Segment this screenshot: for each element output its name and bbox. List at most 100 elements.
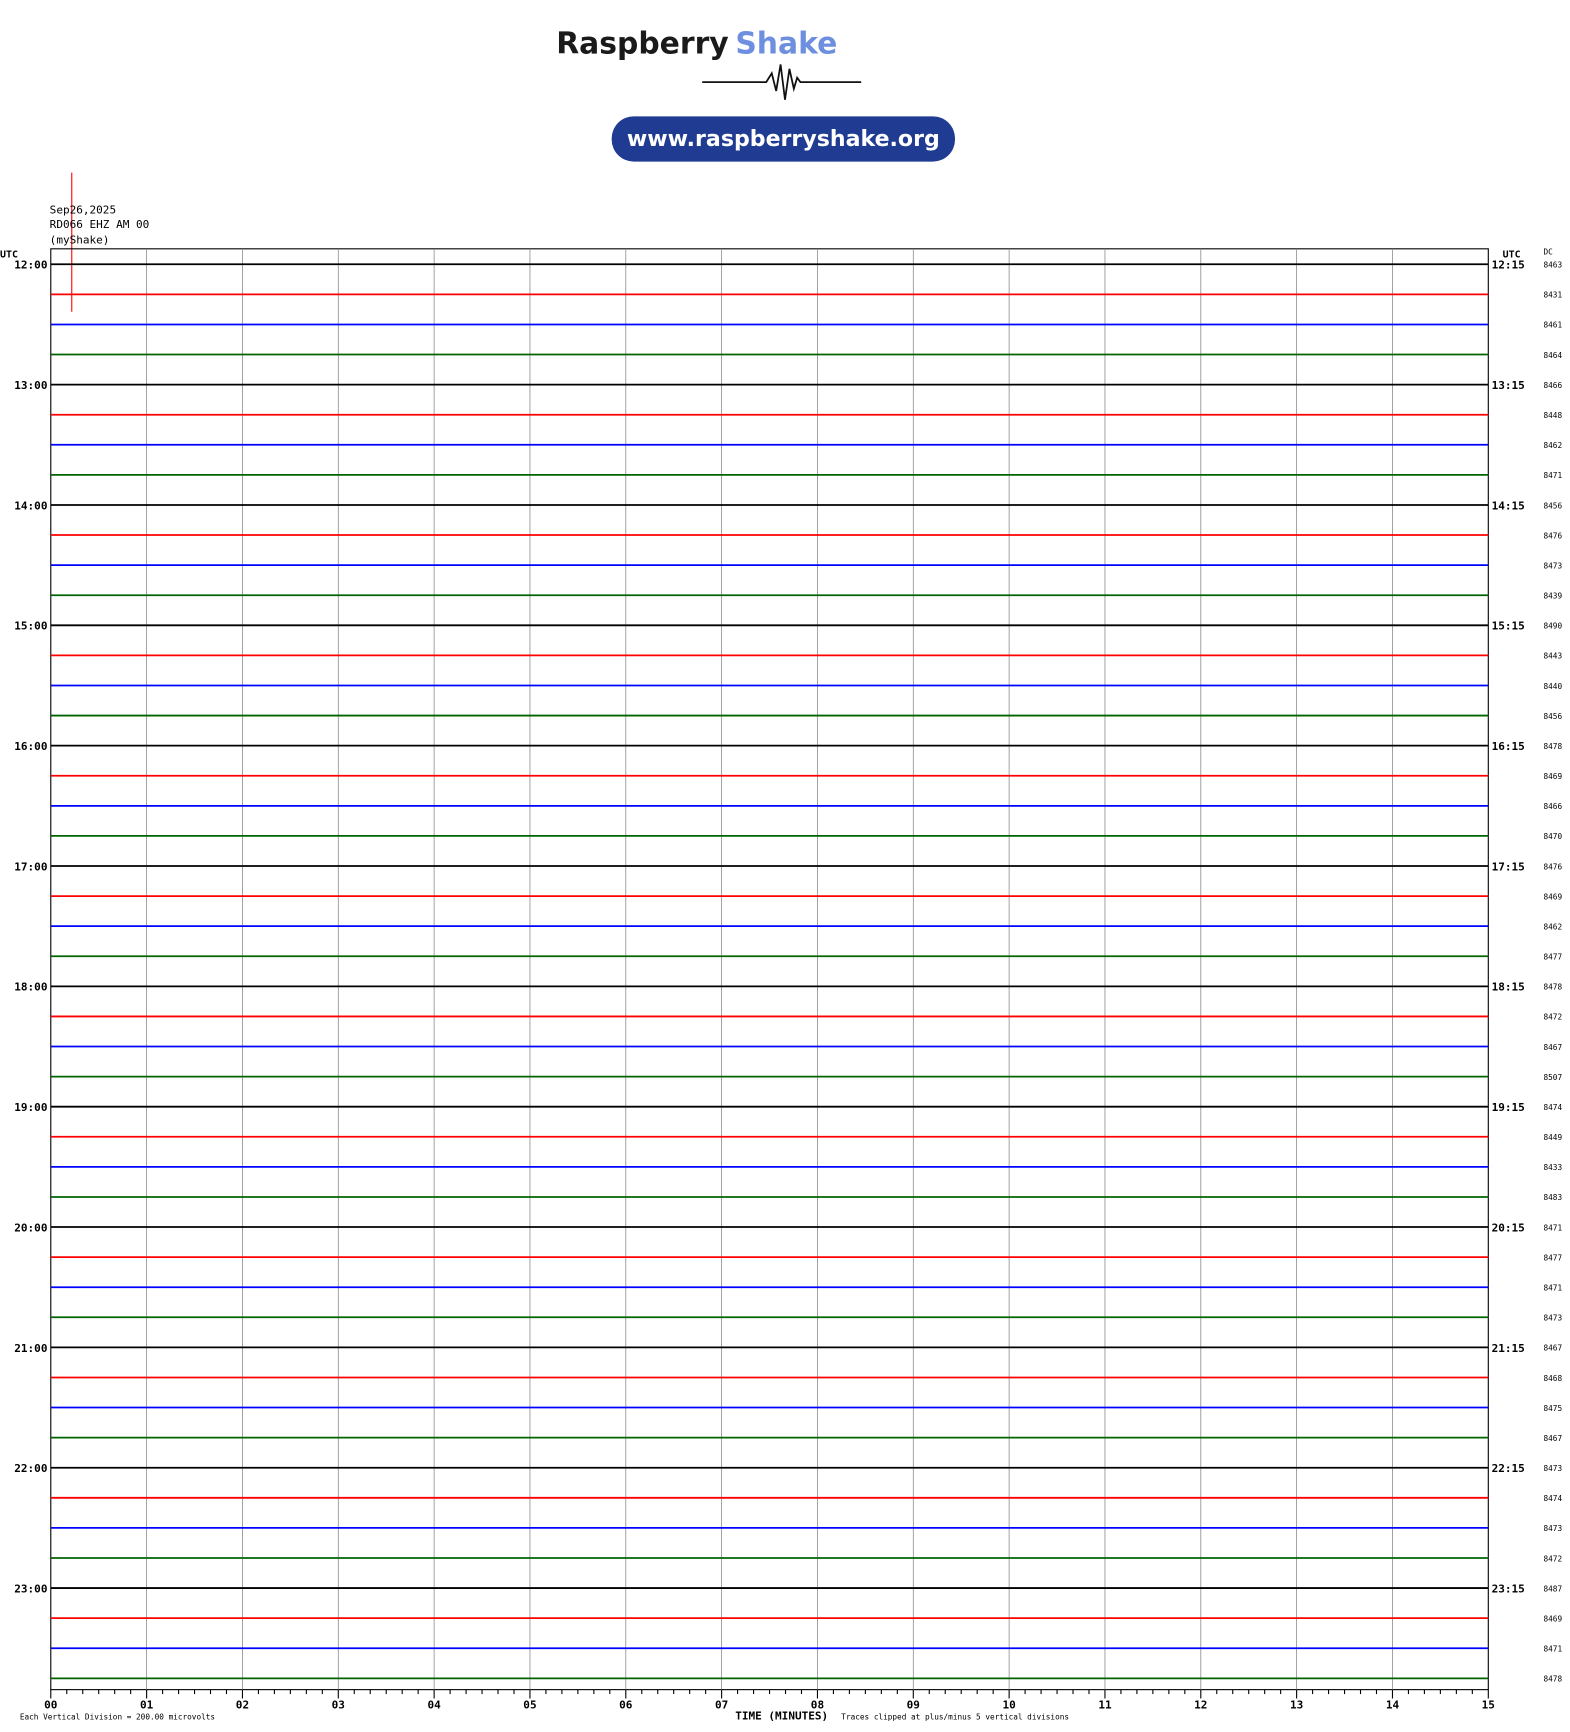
dc-value: 8490 bbox=[1544, 622, 1563, 631]
dc-title: DC bbox=[1544, 247, 1554, 256]
dc-value: 8433 bbox=[1544, 1163, 1563, 1172]
dc-value: 8469 bbox=[1544, 892, 1563, 901]
dc-value: 8440 bbox=[1544, 682, 1563, 691]
hour-label-right: 16:15 bbox=[1492, 740, 1525, 753]
footnote-left: Each Vertical Division = 200.00 microvol… bbox=[20, 1712, 215, 1721]
x-tick-label: 11 bbox=[1098, 1698, 1112, 1711]
dc-value: 8456 bbox=[1544, 712, 1563, 721]
x-tick-label: 07 bbox=[715, 1698, 728, 1711]
x-tick-label: 09 bbox=[907, 1698, 920, 1711]
dc-value: 8471 bbox=[1544, 1223, 1563, 1232]
hour-label-left: 14:00 bbox=[14, 499, 47, 512]
hour-label-right: 14:15 bbox=[1492, 499, 1525, 512]
hour-label-left: 15:00 bbox=[14, 620, 47, 633]
station-date: Sep26,2025 bbox=[50, 203, 116, 216]
dc-value: 8477 bbox=[1544, 953, 1563, 962]
hour-label-left: 20:00 bbox=[14, 1221, 47, 1234]
dc-value: 8472 bbox=[1544, 1554, 1563, 1563]
hour-label-left: 19:00 bbox=[14, 1101, 47, 1114]
dc-value: 8462 bbox=[1544, 441, 1563, 450]
dc-value: 8474 bbox=[1544, 1494, 1563, 1503]
utc-right: UTC bbox=[1503, 250, 1521, 261]
dc-value: 8476 bbox=[1544, 531, 1563, 540]
hour-label-right: 15:15 bbox=[1492, 620, 1525, 633]
footnote-right: Traces clipped at plus/minus 5 vertical … bbox=[841, 1712, 1069, 1721]
dc-value: 8448 bbox=[1544, 411, 1563, 420]
dc-value: 8456 bbox=[1544, 501, 1563, 510]
dc-value: 8478 bbox=[1544, 983, 1563, 992]
dc-value: 8439 bbox=[1544, 592, 1563, 601]
dc-value: 8466 bbox=[1544, 381, 1563, 390]
dc-value: 8467 bbox=[1544, 1043, 1563, 1052]
hour-label-left: 22:00 bbox=[14, 1462, 47, 1475]
x-tick-label: 04 bbox=[427, 1698, 441, 1711]
x-tick-label: 15 bbox=[1482, 1698, 1495, 1711]
hour-label-right: 21:15 bbox=[1492, 1342, 1525, 1355]
hour-label-right: 23:15 bbox=[1492, 1582, 1525, 1595]
utc-left: UTC bbox=[0, 250, 18, 261]
dc-value: 8473 bbox=[1544, 1464, 1563, 1473]
dc-value: 8466 bbox=[1544, 802, 1563, 811]
hour-label-left: 13:00 bbox=[14, 379, 47, 392]
hour-label-left: 23:00 bbox=[14, 1582, 47, 1595]
logo-wave bbox=[702, 64, 862, 100]
dc-value: 8478 bbox=[1544, 742, 1563, 751]
dc-value: 8507 bbox=[1544, 1073, 1563, 1082]
dc-value: 8443 bbox=[1544, 652, 1563, 661]
hour-label-left: 12:00 bbox=[14, 259, 47, 272]
hour-label-left: 16:00 bbox=[14, 740, 47, 753]
dc-value: 8469 bbox=[1544, 1614, 1563, 1623]
dc-value: 8471 bbox=[1544, 1645, 1563, 1654]
dc-value: 8475 bbox=[1544, 1404, 1563, 1413]
x-tick-label: 03 bbox=[332, 1698, 345, 1711]
brand-accent: Shake bbox=[735, 26, 837, 61]
dc-value: 8477 bbox=[1544, 1253, 1563, 1262]
dc-value: 8473 bbox=[1544, 561, 1563, 570]
hour-label-right: 13:15 bbox=[1492, 379, 1525, 392]
dc-value: 8476 bbox=[1544, 862, 1563, 871]
station-channel: RD066 EHZ AM 00 bbox=[50, 218, 150, 231]
dc-value: 8473 bbox=[1544, 1524, 1563, 1533]
x-tick-label: 08 bbox=[811, 1698, 824, 1711]
x-tick-label: 13 bbox=[1290, 1698, 1303, 1711]
x-tick-label: 01 bbox=[140, 1698, 154, 1711]
hour-label-left: 18:00 bbox=[14, 981, 47, 994]
x-tick-label: 10 bbox=[1002, 1698, 1015, 1711]
url-text[interactable]: www.raspberryshake.org bbox=[627, 127, 940, 152]
x-tick-label: 06 bbox=[619, 1698, 633, 1711]
dc-value: 8474 bbox=[1544, 1103, 1563, 1112]
dc-value: 8467 bbox=[1544, 1434, 1563, 1443]
x-tick-label: 00 bbox=[44, 1698, 57, 1711]
hour-label-right: 20:15 bbox=[1492, 1221, 1525, 1234]
hour-label-right: 18:15 bbox=[1492, 981, 1525, 994]
dc-value: 8478 bbox=[1544, 1675, 1563, 1684]
url-button[interactable] bbox=[611, 116, 956, 162]
hour-label-left: 17:00 bbox=[14, 860, 47, 873]
dc-value: 8472 bbox=[1544, 1013, 1563, 1022]
x-axis-title: TIME (MINUTES) bbox=[735, 1709, 828, 1722]
dc-value: 8471 bbox=[1544, 1284, 1563, 1293]
x-tick-label: 05 bbox=[523, 1698, 536, 1711]
brand-main: Raspberry bbox=[556, 26, 728, 61]
dc-value: 8483 bbox=[1544, 1193, 1563, 1202]
plot-frame bbox=[50, 248, 1489, 1691]
dc-value: 8468 bbox=[1544, 1374, 1563, 1383]
hour-label-right: 17:15 bbox=[1492, 860, 1525, 873]
hour-label-left: 21:00 bbox=[14, 1342, 47, 1355]
plot: 00 01 02 03 04 05 06 07 08 09 10 11 12 13 14 15 8463 8431… bbox=[0, 247, 1562, 1722]
dc-value: 8471 bbox=[1544, 471, 1563, 480]
dc-value: 8449 bbox=[1544, 1133, 1563, 1142]
x-tick-label: 12 bbox=[1194, 1698, 1207, 1711]
x-tick-label: 14 bbox=[1386, 1698, 1400, 1711]
x-tick-label: 02 bbox=[236, 1698, 249, 1711]
hour-label-right: 22:15 bbox=[1492, 1462, 1525, 1475]
dc-value: 8431 bbox=[1544, 291, 1563, 300]
dc-value: 8467 bbox=[1544, 1344, 1563, 1353]
hour-label-right: 12:15 bbox=[1492, 259, 1525, 272]
dc-value: 8462 bbox=[1544, 922, 1563, 931]
dc-value: 8470 bbox=[1544, 832, 1563, 841]
hour-label-right: 19:15 bbox=[1492, 1101, 1525, 1114]
station-network: (myShake) bbox=[50, 233, 110, 246]
